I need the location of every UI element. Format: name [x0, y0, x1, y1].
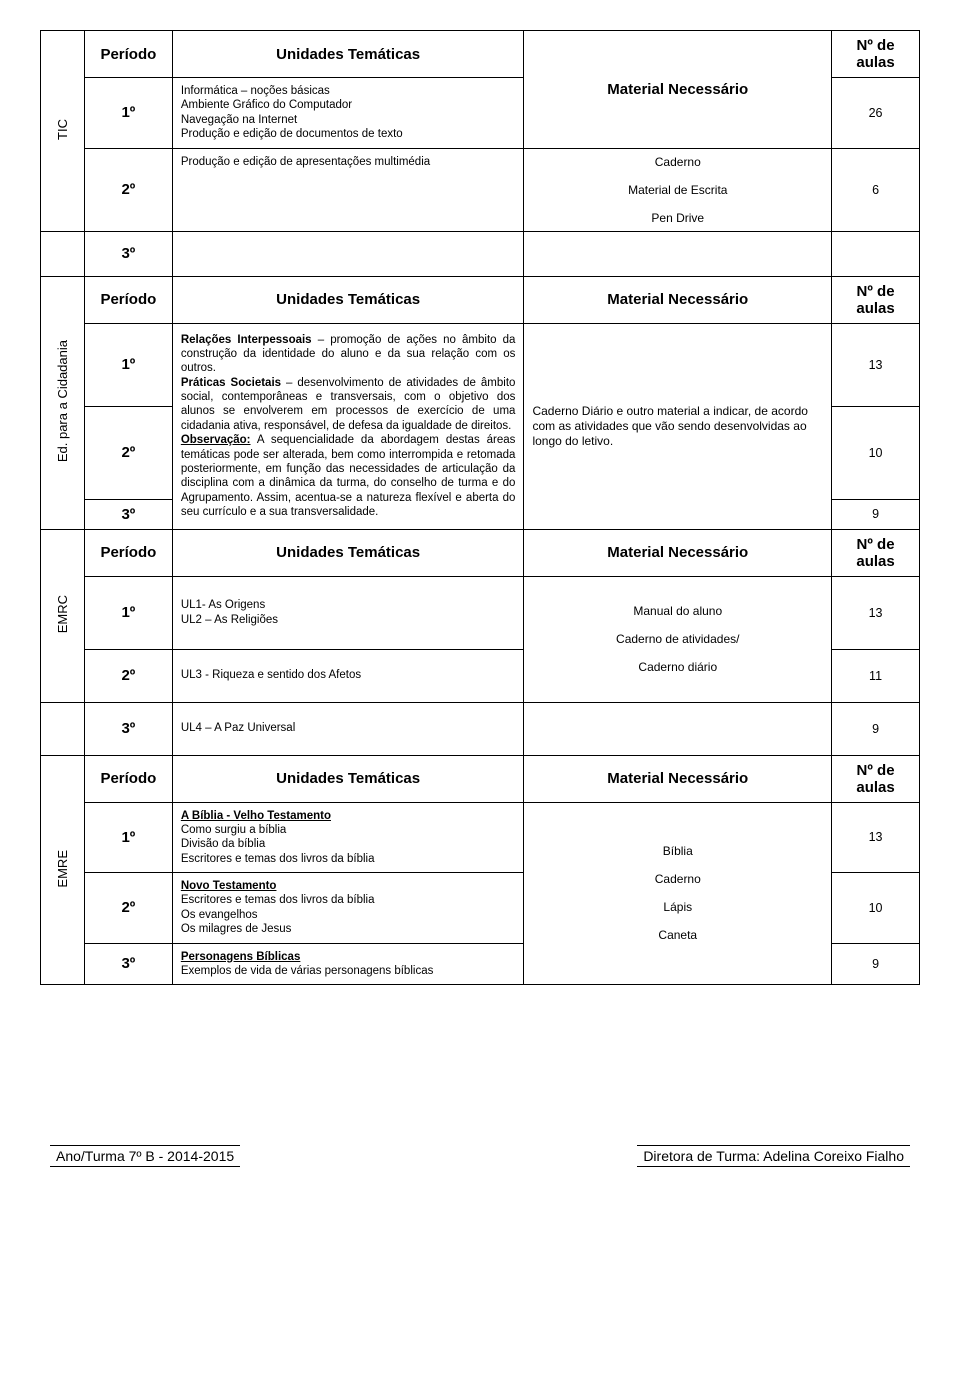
cid-p1: 1º [84, 323, 172, 406]
emrc-header-aulas: Nº de aulas [832, 529, 920, 576]
tic-label: TIC [41, 31, 85, 232]
emrc-n2: 11 [832, 649, 920, 702]
emrc-c2: UL3 - Riqueza e sentido dos Afetos [172, 649, 524, 702]
emrc-header-material: Material Necessário [524, 529, 832, 576]
header-periodo: Período [84, 31, 172, 78]
emrc-p3: 3º [84, 702, 172, 755]
emre-p2: 2º [84, 873, 172, 944]
cid-content: Relações Interpessoais – promoção de açõ… [172, 323, 524, 529]
cid-header-periodo: Período [84, 276, 172, 323]
emre-n3: 9 [832, 943, 920, 985]
emre-header-material: Material Necessário [524, 755, 832, 802]
emrc-n3: 9 [832, 702, 920, 755]
tic-side-empty [41, 231, 85, 276]
cid-material: Caderno Diário e outro material a indica… [524, 323, 832, 529]
emre-c2: Novo Testamento Escritores e temas dos l… [172, 873, 524, 944]
emrc-p1: 1º [84, 576, 172, 649]
emrc-header-periodo: Período [84, 529, 172, 576]
tic-m3 [524, 231, 832, 276]
footer: Ano/Turma 7º B - 2014-2015 Diretora de T… [40, 1145, 920, 1167]
cid-p3: 3º [84, 499, 172, 529]
emre-n1: 13 [832, 802, 920, 873]
cid-n3: 9 [832, 499, 920, 529]
emrc-label: EMRC [41, 529, 85, 702]
tic-p2: 2º [84, 148, 172, 231]
footer-right: Diretora de Turma: Adelina Coreixo Fialh… [637, 1145, 910, 1167]
tic-n2: 6 [832, 148, 920, 231]
cid-n2: 10 [832, 406, 920, 499]
tic-p1: 1º [84, 78, 172, 149]
emre-header-aulas: Nº de aulas [832, 755, 920, 802]
emrc-m3 [524, 702, 832, 755]
cid-n1: 13 [832, 323, 920, 406]
emre-c1: A Bíblia - Velho Testamento Como surgiu … [172, 802, 524, 873]
tic-c3 [172, 231, 524, 276]
header-aulas: Nº de aulas [832, 31, 920, 78]
emrc-n1: 13 [832, 576, 920, 649]
footer-left: Ano/Turma 7º B - 2014-2015 [50, 1145, 240, 1167]
cid-header-material: Material Necessário [524, 276, 832, 323]
tic-n3 [832, 231, 920, 276]
emre-material: Bíblia Caderno Lápis Caneta [524, 802, 832, 985]
emrc-c1: UL1- As Origens UL2 – As Religiões [172, 576, 524, 649]
curriculum-table: TIC Período Unidades Temáticas Material … [40, 30, 920, 985]
emre-p3: 3º [84, 943, 172, 985]
cid-header-aulas: Nº de aulas [832, 276, 920, 323]
cid-header-unidades: Unidades Temáticas [172, 276, 524, 323]
cid-p2: 2º [84, 406, 172, 499]
tic-material: Caderno Material de Escrita Pen Drive [524, 148, 832, 231]
emre-header-unidades: Unidades Temáticas [172, 755, 524, 802]
emrc-c3: UL4 – A Paz Universal [172, 702, 524, 755]
emre-label: EMRE [41, 755, 85, 985]
emrc-header-unidades: Unidades Temáticas [172, 529, 524, 576]
tic-n1: 26 [832, 78, 920, 149]
header-material: Material Necessário [524, 31, 832, 149]
emre-n2: 10 [832, 873, 920, 944]
tic-p3: 3º [84, 231, 172, 276]
tic-c2: Produção e edição de apresentações multi… [172, 148, 524, 231]
header-unidades: Unidades Temáticas [172, 31, 524, 78]
cid-label: Ed. para a Cidadania [41, 276, 85, 529]
emrc-p2: 2º [84, 649, 172, 702]
emrc-material: Manual do aluno Caderno de atividades/ C… [524, 576, 832, 702]
emre-c3: Personagens Bíblicas Exemplos de vida de… [172, 943, 524, 985]
emre-header-periodo: Período [84, 755, 172, 802]
emrc-side-empty [41, 702, 85, 755]
emre-p1: 1º [84, 802, 172, 873]
tic-c1: Informática – noções básicas Ambiente Gr… [172, 78, 524, 149]
